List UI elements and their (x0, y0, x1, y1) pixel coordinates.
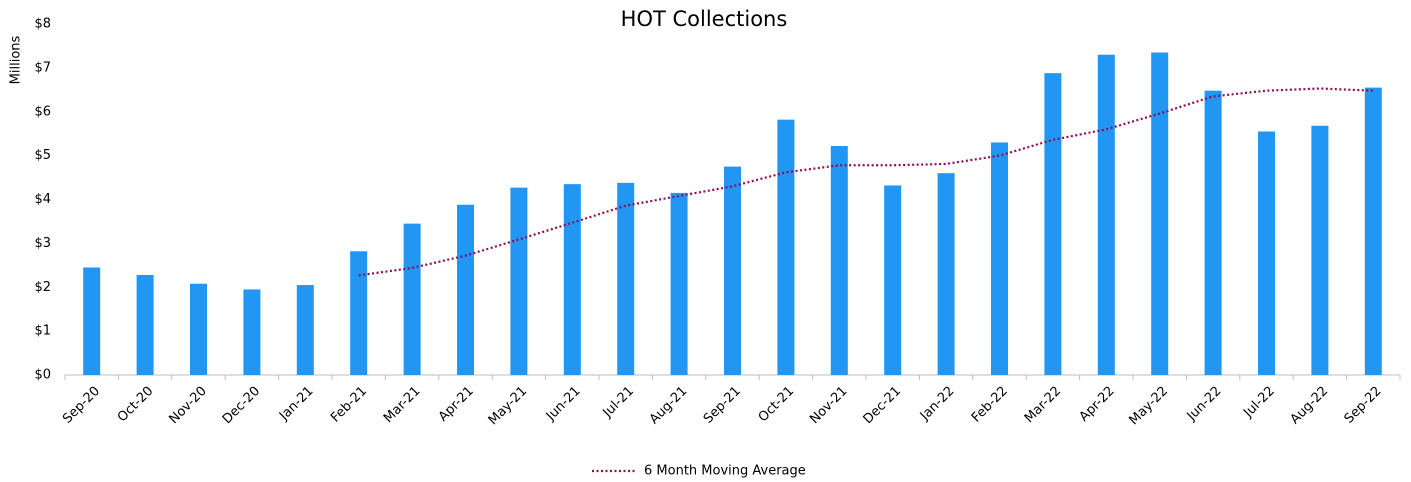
x-tick-label: Feb-21 (328, 384, 370, 426)
x-tick-label: May-22 (1127, 384, 1171, 428)
y-axis-label: Millions (9, 35, 24, 84)
x-tick-label: Sep-22 (1342, 384, 1385, 427)
x-tick-label: Mar-21 (381, 384, 423, 426)
x-tick-label: Apr-22 (1077, 384, 1118, 425)
x-tick-label: Oct-21 (756, 384, 798, 426)
bar (1044, 73, 1062, 375)
y-tick-label: $3 (34, 236, 51, 251)
x-tick-label: Dec-21 (861, 384, 904, 427)
chart-title: HOT Collections (621, 7, 788, 31)
x-tick-label: Apr-21 (436, 384, 477, 425)
x-tick-label: Nov-21 (807, 384, 850, 427)
bar (83, 267, 101, 375)
y-tick-label: $1 (34, 324, 51, 339)
x-tick-label: Jan-22 (917, 384, 958, 425)
bar (1151, 52, 1169, 376)
bar (1204, 90, 1222, 375)
x-tick-label: Sep-20 (60, 384, 103, 427)
bar (296, 285, 314, 375)
y-tick-label: $2 (34, 280, 51, 295)
bar (243, 289, 261, 375)
bar (617, 182, 635, 375)
bar (777, 119, 795, 376)
x-tick-label: Aug-22 (1288, 384, 1332, 428)
y-tick-label: $5 (34, 148, 51, 163)
x-tick-label: Nov-20 (166, 384, 209, 427)
bar (563, 184, 581, 375)
x-tick-label: Jun-22 (1184, 384, 1225, 425)
y-tick-label: $6 (34, 104, 51, 119)
bar (136, 274, 154, 375)
bar (350, 251, 368, 375)
bar (510, 187, 528, 375)
y-tick-label: $7 (34, 60, 51, 75)
bar (884, 185, 902, 375)
x-tick-label: Oct-20 (115, 384, 157, 426)
legend-label: 6 Month Moving Average (644, 464, 806, 479)
x-tick-label: Dec-20 (220, 384, 263, 427)
x-tick-label: Feb-22 (969, 384, 1011, 426)
bar (1311, 125, 1329, 375)
bar (724, 166, 741, 375)
x-tick-label: Jul-21 (600, 384, 637, 421)
bar (1364, 87, 1382, 376)
x-tick-label: Jul-22 (1240, 384, 1277, 421)
y-tick-label: $0 (34, 368, 51, 383)
x-tick-label: May-21 (486, 384, 530, 428)
bar (403, 223, 421, 375)
x-tick-label: Mar-22 (1022, 384, 1064, 426)
y-tick-label: $8 (34, 17, 51, 32)
x-tick-label: Jun-21 (543, 384, 584, 425)
bar (457, 204, 474, 375)
bar (1258, 131, 1275, 375)
bar (937, 173, 955, 375)
bar (190, 283, 207, 375)
x-tick-label: Aug-21 (647, 384, 691, 428)
bar (670, 192, 688, 375)
bar (991, 142, 1008, 375)
bar (830, 145, 848, 375)
y-tick-label: $4 (34, 192, 51, 207)
x-tick-label: Jan-21 (276, 384, 317, 425)
bar (1097, 54, 1115, 376)
x-tick-label: Sep-21 (701, 384, 744, 427)
